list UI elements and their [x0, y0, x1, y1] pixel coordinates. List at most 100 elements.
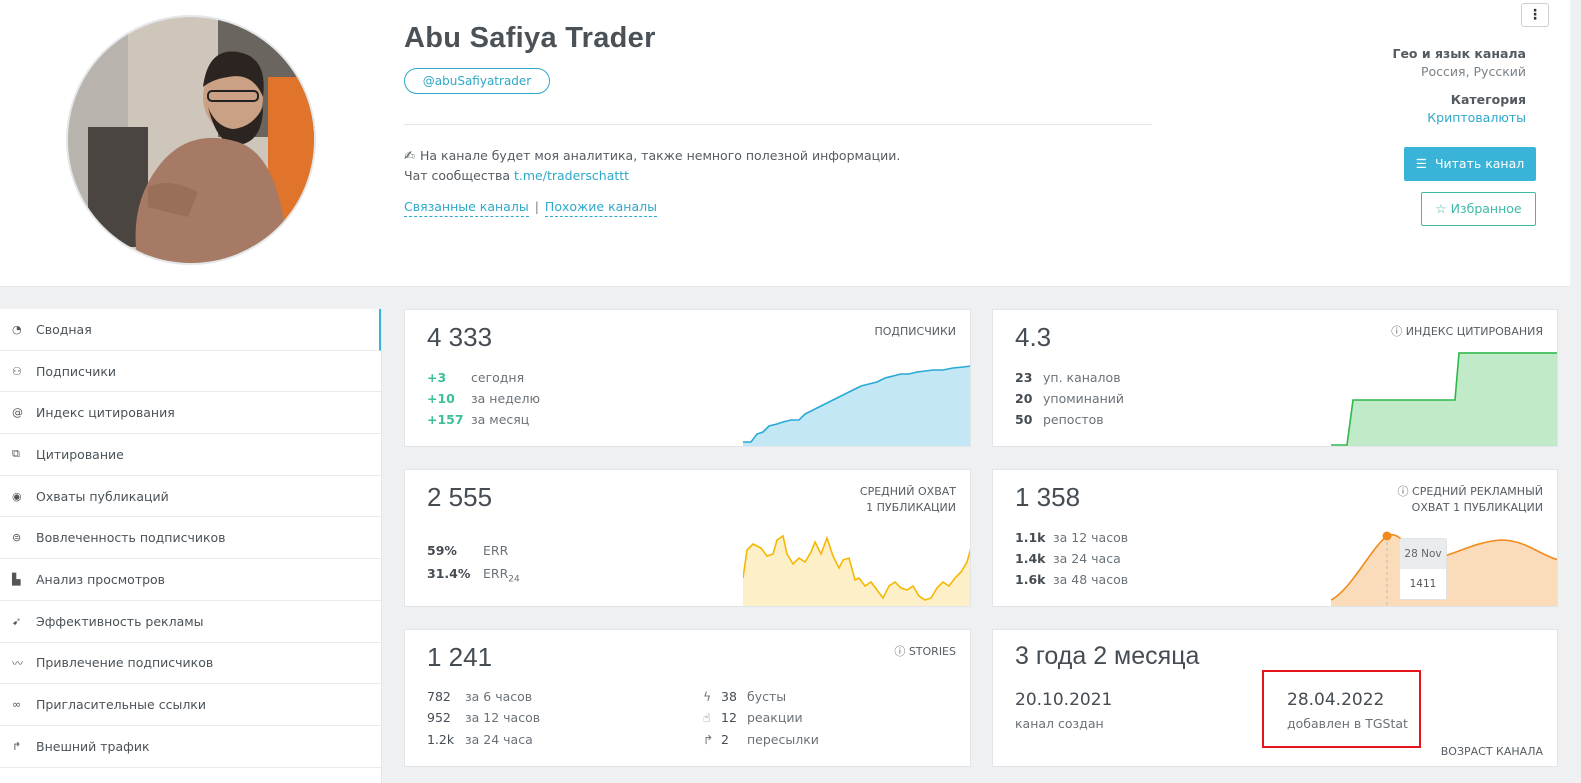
stat-text: за 48 часов — [1053, 572, 1129, 587]
stat-row: +10 за неделю — [427, 391, 540, 406]
stat-row: 23 уп. каналов — [1015, 370, 1121, 385]
stat-row: 1.2k за 24 часа — [427, 732, 533, 747]
chat-link[interactable]: t.me/traderschattt — [514, 168, 630, 183]
sidebar-item-summary[interactable]: ◔ Сводная — [0, 309, 381, 351]
sidebar-item-acquisition[interactable]: 〰 Привлечение подписчиков — [0, 643, 381, 685]
subscribers-card[interactable]: 4 333 ПОДПИСЧИКИ +3 сегодня +10 за неделю … — [404, 309, 971, 447]
divider — [404, 124, 1152, 125]
stat-text: сегодня — [471, 370, 525, 385]
reach-label-line2: 1 ПУБЛИКАЦИИ — [866, 501, 956, 514]
stat-row: +157 за месяц — [427, 412, 529, 427]
ad-reach-value: 1 358 — [1015, 482, 1081, 512]
stat-num: 38 — [721, 689, 737, 704]
added-date: 28.04.2022 — [1287, 690, 1385, 710]
geo-label: Гео и язык канала — [1392, 46, 1526, 61]
stories-label: ⓘ STORIES — [894, 644, 956, 660]
reach-card[interactable]: 2 555 СРЕДНИЙ ОХВАТ 1 ПУБЛИКАЦИИ 59% ERR 3… — [404, 469, 971, 607]
engagement-icon: ⊜ — [12, 531, 22, 545]
bolt-icon: ϟ — [703, 689, 712, 704]
trend-icon: 〰 — [12, 656, 23, 670]
channel-handle[interactable]: @abuSafiyatrader — [404, 68, 550, 94]
sidebar-item-subscribers[interactable]: ⚇ Подписчики — [0, 351, 381, 393]
sidebar-item-ad-efficiency[interactable]: ➹ Эффективность рекламы — [0, 601, 381, 643]
stat-text: ERR — [483, 543, 509, 558]
stat-num: 952 — [427, 710, 451, 725]
stat-text: пересылки — [747, 732, 819, 747]
channel-age-label: ВОЗРАСТ КАНАЛА — [1440, 745, 1543, 758]
favorite-button[interactable]: ☆ Избранное — [1421, 192, 1536, 226]
sidebar-item-engagement[interactable]: ⊜ Вовлеченность подписчиков — [0, 517, 381, 560]
stat-row: 1.4k за 24 часа — [1015, 551, 1121, 566]
stat-num: 31.4% — [427, 566, 471, 581]
channel-age-card[interactable]: 3 года 2 месяца 20.10.2021 канал создан … — [992, 629, 1558, 767]
stat-text: за 24 часа — [465, 732, 533, 747]
stat-row: ☝ 12 реакции — [703, 710, 803, 725]
sidebar-item-citation-index[interactable]: @ Индекс цитирования — [0, 392, 381, 435]
similar-channels-link[interactable]: Похожие каналы — [544, 199, 657, 217]
rocket-icon: ➹ — [12, 614, 22, 628]
citation-index-value: 4.3 — [1015, 322, 1052, 352]
stories-label-text: STORIES — [908, 645, 956, 658]
stat-num: 1.4k — [1015, 551, 1046, 566]
sidebar-item-views-analysis[interactable]: ▙ Анализ просмотров — [0, 559, 381, 601]
stat-num: 2 — [721, 732, 729, 747]
reach-value: 2 555 — [427, 482, 493, 512]
link-icon: ∞ — [12, 698, 22, 712]
read-channel-button[interactable]: ☰ Читать канал — [1404, 147, 1536, 181]
stat-row: 1.1k за 12 часов — [1015, 530, 1128, 545]
stat-text: реакции — [747, 710, 803, 725]
ad-reach-card[interactable]: 1 358 ⓘ СРЕДНИЙ РЕКЛАМНЫЙ ОХВАТ 1 ПУБЛИКА… — [992, 469, 1558, 607]
sidebar-item-reach[interactable]: ◉ Охваты публикаций — [0, 476, 381, 518]
stat-subscript: 24 — [508, 574, 520, 585]
stat-row: 31.4% ERR24 — [427, 566, 520, 585]
stat-row: 50 репостов — [1015, 412, 1104, 427]
stat-num: 12 — [721, 710, 737, 725]
stat-num: 1.6k — [1015, 572, 1046, 587]
share-icon: ↱ — [703, 732, 714, 747]
sidebar-item-label: Внешний трафик — [36, 738, 150, 754]
stat-row: +3 сегодня — [427, 370, 524, 385]
related-channels-link[interactable]: Связанные каналы — [404, 199, 529, 217]
channel-age-value: 3 года 2 месяца — [1015, 642, 1200, 670]
stat-num: 1.2k — [427, 732, 455, 747]
subscribers-label: ПОДПИСЧИКИ — [874, 325, 956, 338]
stories-card[interactable]: 1 241 ⓘ STORIES 782 за 6 часов 952 за 12 ч… — [404, 629, 971, 767]
stat-row: ↱ 2 пересылки — [703, 732, 819, 747]
sidebar-item-external-traffic[interactable]: ↱ Внешний трафик — [0, 726, 381, 768]
created-label: канал создан — [1015, 716, 1104, 731]
sidebar-item-label: Эффективность рекламы — [36, 613, 204, 629]
ad-reach-label-line1: СРЕДНИЙ РЕКЛАМНЫЙ — [1412, 485, 1543, 498]
sidebar-item-invite-links[interactable]: ∞ Пригласительные ссылки — [0, 684, 381, 726]
channel-header: Abu Safiya Trader @abuSafiyatrader ✍ На к… — [0, 0, 1570, 287]
star-icon: ☆ — [1435, 201, 1447, 216]
dashboard-icon: ◔ — [12, 322, 22, 336]
sidebar-item-citation[interactable]: ⧉ Цитирование — [0, 434, 381, 476]
stat-num: +157 — [427, 412, 464, 427]
citation-sparkline — [1331, 352, 1557, 446]
geo-block: Гео и язык канала Россия, Русский — [1392, 46, 1526, 79]
list-icon: ☰ — [1415, 156, 1427, 171]
category-link[interactable]: Криптовалюты — [1427, 110, 1526, 125]
sidebar-item-label: Вовлеченность подписчиков — [36, 530, 226, 546]
citation-index-card[interactable]: 4.3 ⓘ ИНДЕКС ЦИТИРОВАНИЯ 23 уп. каналов 2… — [992, 309, 1558, 447]
geo-value: Россия, Русский — [1421, 64, 1526, 79]
stat-text: за неделю — [471, 391, 540, 406]
channel-title: Abu Safiya Trader — [404, 22, 656, 54]
ad-reach-label: ⓘ СРЕДНИЙ РЕКЛАМНЫЙ ОХВАТ 1 ПУБЛИКАЦИИ — [1398, 484, 1543, 516]
sidebar-nav: ◔ Сводная ⚇ Подписчики @ Индекс цитирования… — [0, 309, 382, 783]
bar-chart-icon: ▙ — [12, 572, 21, 586]
more-menu-button[interactable]: ⋮ — [1521, 3, 1549, 27]
stat-text: репостов — [1043, 412, 1104, 427]
sidebar-item-label: Подписчики — [36, 363, 117, 379]
stat-num: 23 — [1015, 370, 1033, 385]
copy-icon: ⧉ — [12, 447, 20, 461]
sidebar-item-label: Пригласительные ссылки — [36, 697, 206, 713]
chart-tooltip: 28 Nov 1411 — [1399, 538, 1447, 600]
stat-row: 782 за 6 часов — [427, 689, 532, 704]
vertical-dots-icon: ⋮ — [1528, 7, 1542, 23]
sidebar-item-label: Анализ просмотров — [36, 571, 166, 587]
ad-reach-label-line2: ОХВАТ 1 ПУБЛИКАЦИИ — [1411, 501, 1543, 514]
stat-num: +3 — [427, 370, 447, 385]
highlight-box — [1262, 670, 1421, 748]
tooltip-value: 1411 — [1400, 569, 1446, 599]
